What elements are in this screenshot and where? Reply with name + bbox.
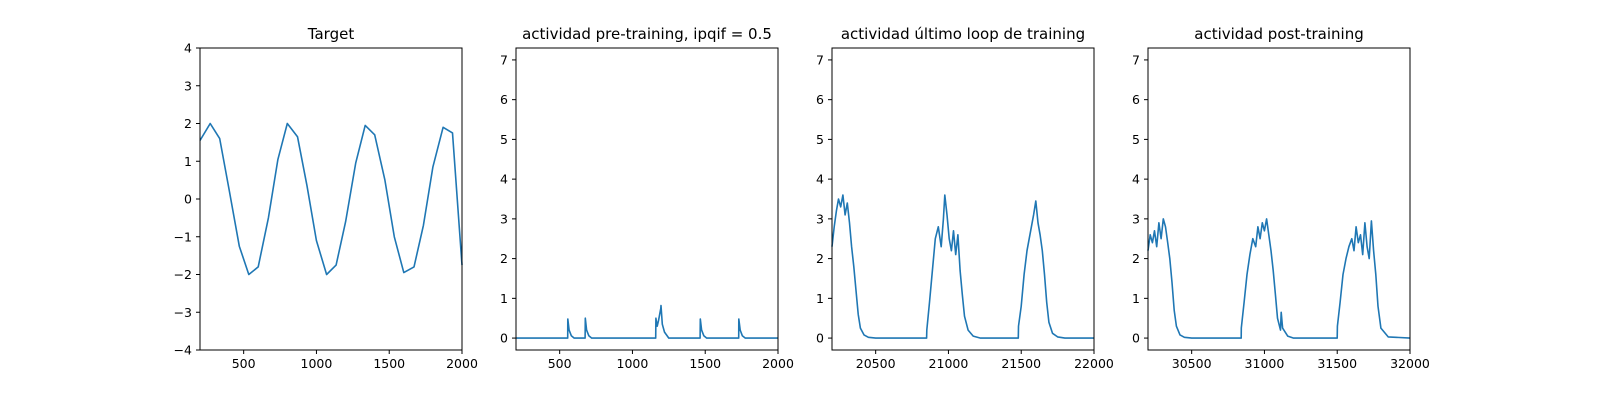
- plot-frame: [199, 47, 463, 351]
- plot-frame: [515, 47, 779, 351]
- x-tick-label: 2000: [446, 356, 478, 371]
- y-tick-label: 0: [816, 331, 824, 346]
- series-line: [831, 194, 1094, 339]
- y-tick-label: 6: [816, 92, 824, 107]
- y-tick-label: −2: [174, 267, 192, 282]
- subplot-2: 500 1000 1500 2000 0 1 2 3 4 5 6 7 actividad pre-tra…: [500, 25, 794, 371]
- plot-frame: [1147, 47, 1411, 351]
- x-tick-label: 1500: [373, 356, 405, 371]
- y-tick-label: 1: [500, 291, 508, 306]
- y-tick-label: 5: [500, 132, 508, 147]
- y-tick-label: 4: [816, 172, 824, 187]
- x-tick-label: 21000: [929, 356, 969, 371]
- y-tick-label: 1: [184, 154, 192, 169]
- chart-title: actividad pre-training, ipqif = 0.5: [522, 25, 772, 43]
- x-tick-label: 30500: [1172, 356, 1212, 371]
- x-tick-label: 2000: [762, 356, 794, 371]
- x-tick-label: 32000: [1390, 356, 1430, 371]
- y-tick-label: −4: [174, 343, 192, 358]
- y-tick-label: 1: [816, 291, 824, 306]
- x-tick-label: 1000: [301, 356, 333, 371]
- y-tick-label: 2: [1132, 251, 1140, 266]
- y-tick-label: 1: [1132, 291, 1140, 306]
- y-tick-label: 5: [1132, 132, 1140, 147]
- y-tick-label: 0: [500, 331, 508, 346]
- x-tick-label: 21500: [1001, 356, 1041, 371]
- x-tick-label: 20500: [856, 356, 896, 371]
- x-tick-label: 1000: [617, 356, 649, 371]
- y-tick-label: −3: [174, 305, 192, 320]
- x-tick-label: 500: [548, 356, 572, 371]
- y-tick-label: 7: [1132, 52, 1140, 67]
- y-tick-label: 0: [1132, 331, 1140, 346]
- series-line: [516, 304, 778, 339]
- x-tick-label: 1500: [689, 356, 721, 371]
- x-tick-label: 31000: [1245, 356, 1285, 371]
- y-tick-label: 4: [1132, 172, 1140, 187]
- x-tick-label: 22000: [1074, 356, 1114, 371]
- y-tick-label: 4: [184, 41, 192, 56]
- y-tick-label: 5: [816, 132, 824, 147]
- y-tick-label: 3: [184, 78, 192, 93]
- subplot-1: 500 1000 1500 2000 −4 −3 −2 −1 0 1 2 3 4 Target: [174, 25, 478, 371]
- y-tick-label: 2: [184, 116, 192, 131]
- chart-title: Target: [307, 25, 355, 43]
- y-tick-label: 3: [500, 211, 508, 226]
- subplot-3: 20500 21000 21500 22000 0 1 2 3 4 5 6 7 actividad úl…: [816, 25, 1114, 371]
- y-tick-label: 7: [500, 52, 508, 67]
- series-line: [199, 122, 463, 276]
- y-tick-label: 7: [816, 52, 824, 67]
- y-tick-label: 2: [500, 251, 508, 266]
- y-tick-label: 4: [500, 172, 508, 187]
- y-tick-label: 0: [184, 192, 192, 207]
- y-tick-label: 3: [1132, 211, 1140, 226]
- chart-title: actividad post-training: [1194, 25, 1363, 43]
- x-tick-label: 500: [232, 356, 256, 371]
- plot-frame: [831, 47, 1095, 351]
- chart-title: actividad último loop de training: [841, 25, 1085, 43]
- y-tick-label: 6: [500, 92, 508, 107]
- y-tick-label: 2: [816, 251, 824, 266]
- series-line: [1147, 218, 1411, 339]
- x-tick-label: 31500: [1317, 356, 1357, 371]
- y-tick-label: −1: [174, 229, 192, 244]
- subplot-4: 30500 31000 31500 32000 0 1 2 3 4 5 6 7 actividad po…: [1132, 25, 1430, 371]
- y-tick-label: 3: [816, 211, 824, 226]
- y-tick-label: 6: [1132, 92, 1140, 107]
